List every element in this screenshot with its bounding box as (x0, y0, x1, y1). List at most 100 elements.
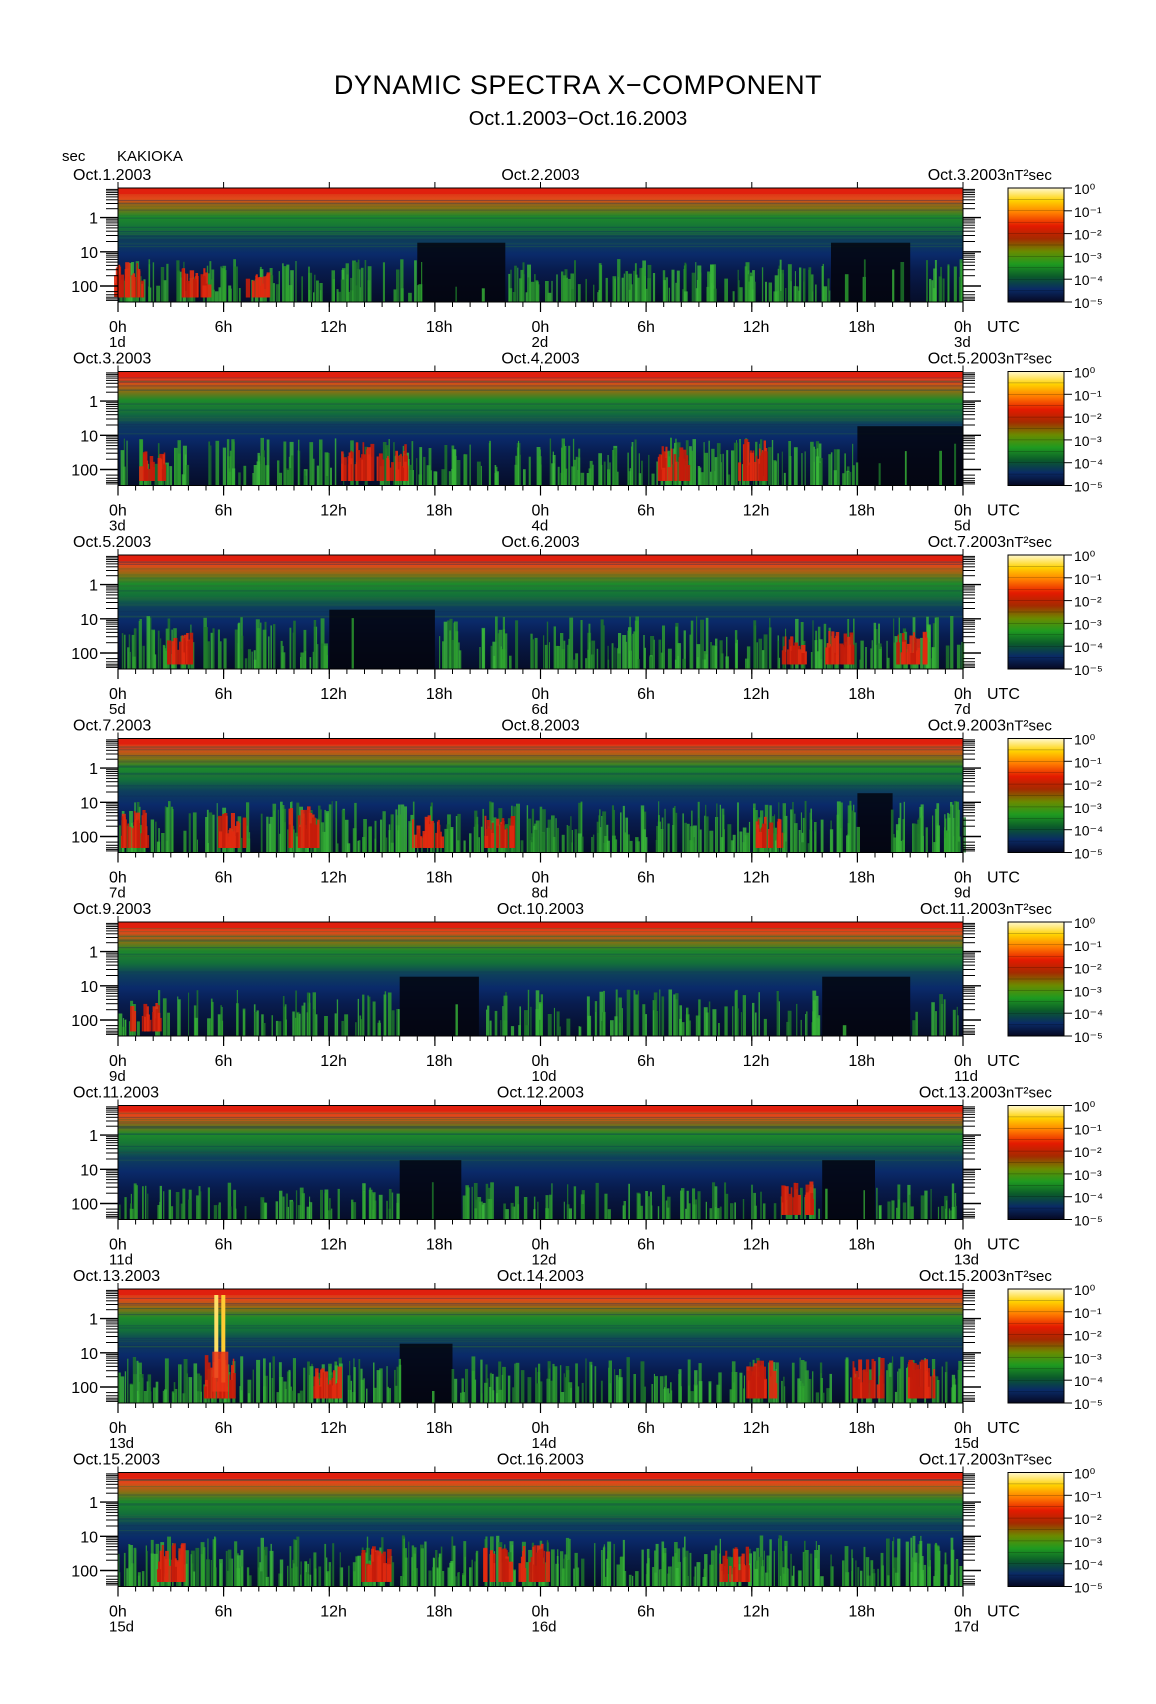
panel-start-date: Oct.9.2003 (73, 901, 151, 918)
activity-burst (367, 1564, 372, 1582)
activity-burst (417, 829, 420, 848)
activity-burst (537, 1550, 540, 1582)
activity-burst (155, 1018, 158, 1032)
colorbar-tick-label: 10⁻¹ (1074, 1305, 1102, 1321)
colorbar-tick-label: 10⁻⁵ (1074, 295, 1103, 311)
activity-burst (381, 459, 385, 481)
day-label: 11d (109, 1252, 133, 1269)
activity-burst (189, 270, 195, 298)
x-tick-label: 6h (637, 1604, 655, 1621)
colorbar-tick-label: 10⁻³ (1074, 983, 1102, 999)
y-tick-label: 1 (89, 1128, 98, 1145)
activity-burst (932, 1377, 935, 1399)
colorbar-tick-label: 10⁻¹ (1074, 204, 1102, 220)
activity-burst (900, 652, 904, 665)
activity-burst (788, 639, 791, 665)
activity-burst (762, 451, 767, 481)
y-tick-label: 10 (80, 428, 98, 445)
activity-burst (391, 462, 395, 481)
activity-burst (370, 443, 375, 481)
activity-burst (748, 1568, 751, 1582)
activity-burst (180, 1544, 184, 1582)
activity-burst (797, 1194, 801, 1215)
activity-burst (923, 633, 925, 665)
y-tick-label: 1 (89, 578, 98, 595)
panel-start-date: Oct.5.2003 (73, 534, 151, 551)
colorbar-tick-label: 10⁻³ (1074, 249, 1102, 265)
activity-burst (534, 1565, 538, 1582)
activity-burst (865, 1359, 870, 1399)
colorbar-tick-label: 10⁻⁴ (1074, 1006, 1103, 1022)
colorbar-unit: nT²sec (1006, 901, 1052, 918)
panel-start-date: Oct.11.2003 (73, 1085, 159, 1102)
activity-burst (399, 453, 402, 481)
activity-burst (540, 1554, 543, 1582)
day-label: 11d (954, 1068, 978, 1085)
activity-burst (528, 1562, 532, 1582)
x-tick-label: 0h (532, 1604, 550, 1621)
x-tick-label: 6h (215, 1420, 233, 1437)
colorbar-tick-label: 10⁻⁵ (1074, 846, 1103, 862)
activity-burst (208, 1362, 211, 1399)
day-label: 15d (109, 1619, 134, 1636)
x-tick-label: 6h (637, 686, 655, 703)
activity-burst (509, 825, 515, 848)
activity-burst (502, 829, 507, 848)
day-label: 1d (109, 334, 126, 351)
activity-burst (127, 823, 130, 848)
activity-burst (847, 636, 851, 665)
activity-burst (790, 1187, 793, 1215)
activity-burst (422, 831, 427, 848)
colorbar-tick-label: 10⁻² (1074, 777, 1102, 793)
colorbar-tick-label: 10⁻¹ (1074, 571, 1102, 587)
activity-burst (843, 633, 848, 665)
activity-burst (327, 1384, 331, 1399)
day-label: 15d (954, 1435, 979, 1452)
y-tick-label: 1 (89, 945, 98, 962)
activity-burst (187, 641, 190, 665)
activity-burst (139, 466, 144, 481)
activity-burst (924, 637, 928, 665)
activity-burst (182, 652, 186, 665)
activity-burst (545, 1551, 551, 1582)
activity-burst (439, 836, 444, 848)
day-label: 3d (109, 518, 126, 535)
activity-burst (490, 1552, 493, 1582)
activity-burst (367, 1566, 370, 1582)
activity-burst (152, 1006, 156, 1032)
activity-burst (781, 650, 784, 665)
x-tick-label: 12h (320, 1420, 347, 1437)
activity-burst (533, 1564, 536, 1582)
utc-label: UTC (987, 1053, 1020, 1070)
x-tick-label: 0h (954, 1420, 972, 1437)
activity-burst (849, 632, 854, 665)
colorbar-tick-label: 10⁻⁴ (1074, 1557, 1103, 1573)
activity-burst (753, 461, 757, 481)
x-tick-label: 18h (848, 319, 875, 336)
x-tick-label: 0h (954, 1053, 972, 1070)
activity-burst (719, 1563, 724, 1582)
quiet-region (822, 1160, 875, 1220)
activity-burst (255, 274, 258, 298)
activity-burst (767, 829, 770, 848)
activity-burst (414, 834, 418, 848)
activity-burst (163, 463, 166, 481)
panel-mid-date: Oct.16.2003 (497, 1452, 584, 1469)
activity-burst (747, 442, 750, 481)
activity-burst (146, 835, 150, 848)
activity-burst (506, 1561, 512, 1582)
activity-burst (662, 467, 666, 481)
activity-burst (661, 446, 664, 481)
activity-burst (673, 454, 677, 481)
colorbar-tick-label: 10⁻⁵ (1074, 1396, 1103, 1412)
activity-burst (189, 638, 194, 665)
x-tick-label: 0h (954, 870, 972, 887)
activity-burst (665, 446, 668, 481)
colorbar-tick-label: 10⁻² (1074, 1144, 1102, 1160)
quiet-region (857, 793, 893, 853)
activity-burst (741, 1553, 745, 1582)
y-tick-label: 100 (71, 1013, 98, 1030)
colorbar-tick-label: 10⁻² (1074, 961, 1102, 977)
activity-burst (242, 817, 247, 848)
activity-burst (149, 1019, 152, 1032)
